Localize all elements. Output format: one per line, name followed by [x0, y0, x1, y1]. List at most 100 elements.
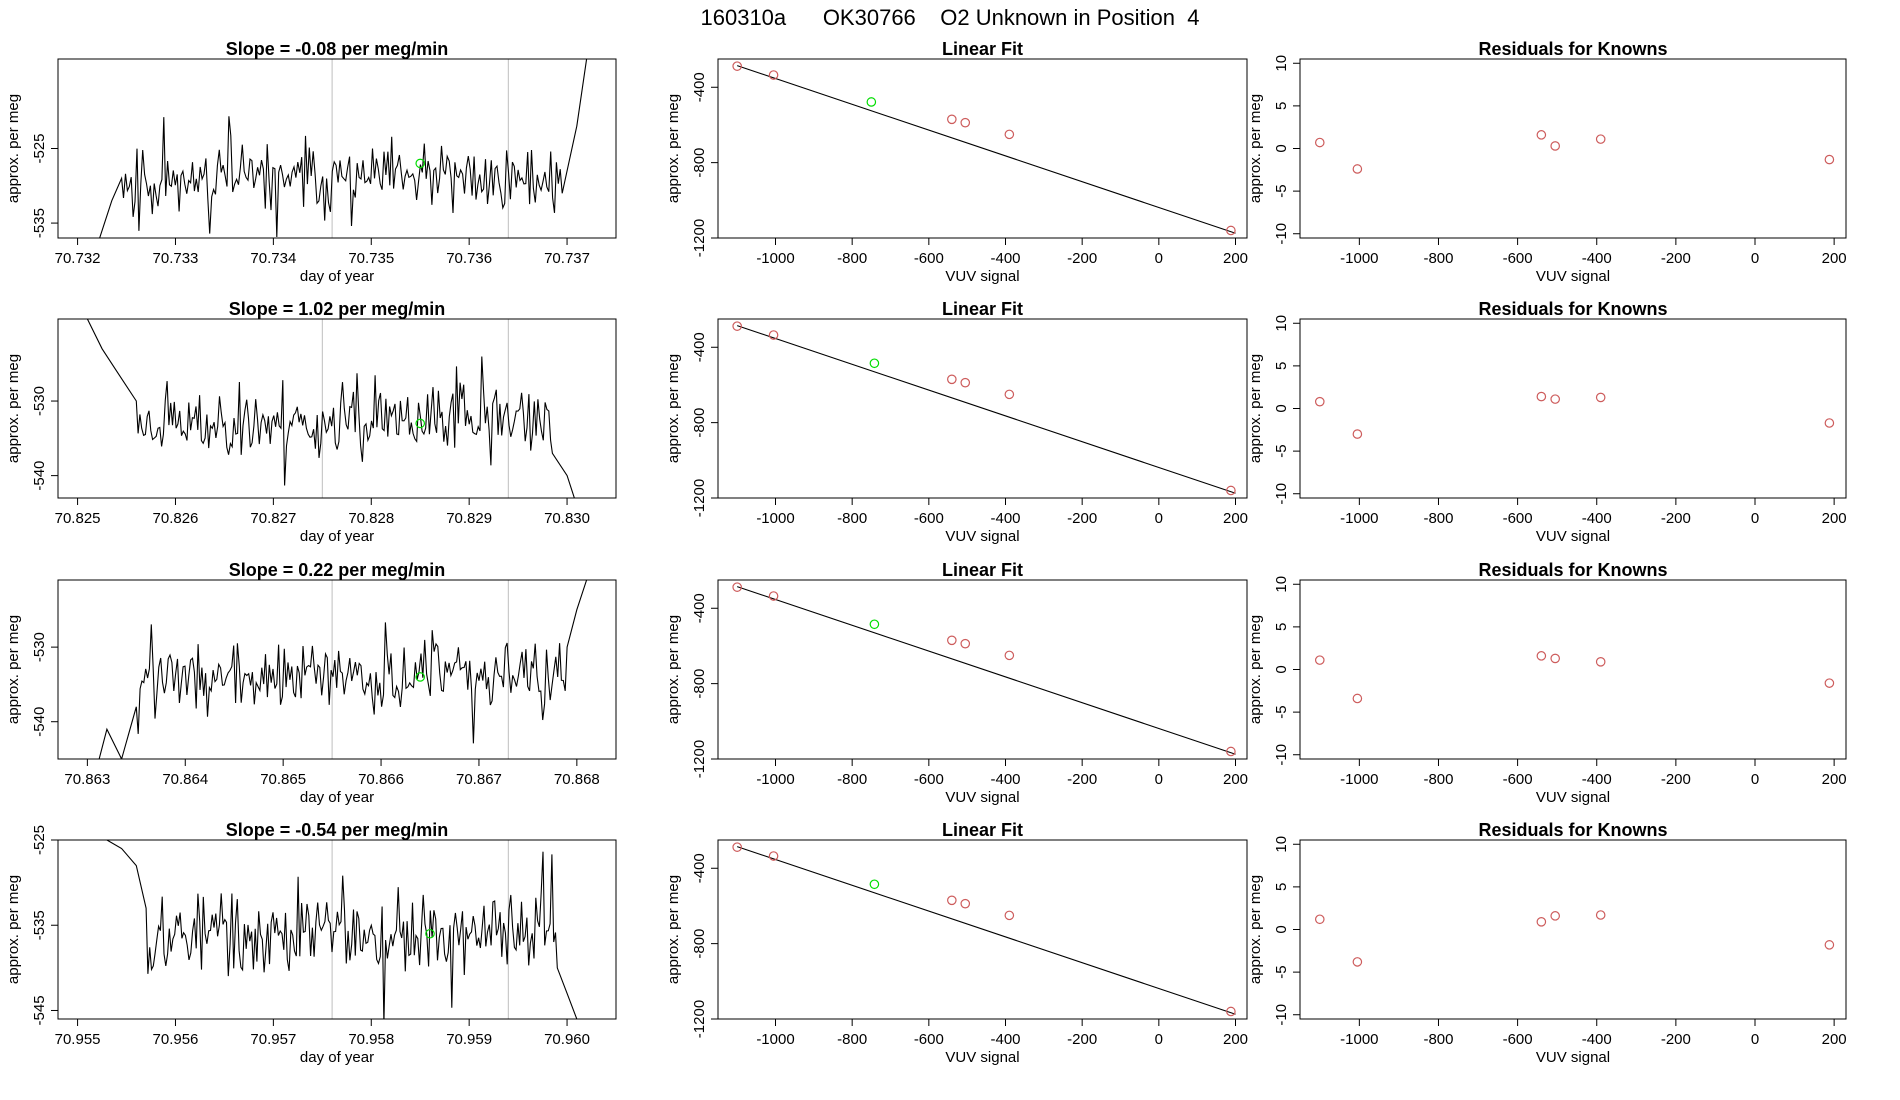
plot-frame	[717, 318, 1248, 499]
y-axis-label: approx. per meg	[665, 354, 682, 463]
y-tick-label: -800	[691, 148, 708, 178]
residual-point	[1314, 655, 1325, 665]
x-tick-label: -400	[1582, 250, 1612, 267]
plot-data	[98, 580, 588, 759]
residual-point	[1352, 164, 1363, 174]
page-title: 160310a OK30766 O2 Unknown in Position 4	[701, 5, 1200, 30]
panel-fit-row3: Linear Fit -1000 -800 -600 -400 -200 0 200 VUV s…	[665, 820, 1248, 1066]
panel-title: Linear Fit	[942, 299, 1023, 319]
known-point	[1004, 389, 1015, 400]
y-tick-label: -1200	[691, 1000, 708, 1038]
known-point	[768, 330, 779, 340]
known-point	[947, 374, 957, 385]
known-point	[947, 114, 957, 125]
y-axis-label: approx. per meg	[1247, 94, 1264, 203]
known-point	[1226, 746, 1236, 757]
panel-title: Linear Fit	[942, 39, 1023, 59]
unknown-point	[415, 672, 426, 682]
residual-point	[1824, 940, 1835, 950]
residual-point	[1824, 154, 1835, 165]
x-tick-label: 70.828	[348, 510, 394, 527]
plot-data	[1314, 651, 1835, 704]
unknown-point	[415, 158, 426, 169]
x-tick-label: 70.868	[554, 771, 600, 788]
x-tick-label: 200	[1822, 771, 1847, 788]
known-point	[960, 638, 971, 649]
y-axis-label: approx. per meg	[1247, 615, 1264, 724]
panel-title: Residuals for Knowns	[1478, 299, 1667, 319]
x-tick-label: -200	[1661, 250, 1691, 267]
x-tick-label: 70.957	[250, 1031, 296, 1048]
residual-point	[1536, 917, 1547, 927]
y-tick-label: -5	[1273, 444, 1290, 457]
x-tick-label: -400	[1582, 1031, 1612, 1048]
plot-data	[1314, 391, 1835, 439]
panel-fit-row2: Linear Fit -1000 -800 -600 -400 -200 0 200 VUV s…	[665, 560, 1248, 806]
y-tick-label: -540	[31, 707, 48, 737]
y-tick-label: 0	[1273, 925, 1290, 933]
x-tick-label: 200	[1223, 771, 1248, 788]
known-point	[960, 898, 971, 909]
plot-data	[732, 582, 1236, 757]
y-tick-label: 5	[1273, 623, 1290, 631]
x-tick-label: 70.958	[348, 1031, 394, 1048]
x-tick-label: -200	[1661, 771, 1691, 788]
residual-point	[1314, 914, 1325, 925]
y-axis-label: approx. per meg	[5, 354, 22, 463]
x-axis-label: VUV signal	[1536, 1049, 1610, 1066]
x-tick-label: 0	[1751, 771, 1759, 788]
panel-trace-row3: Slope = -0.54 per meg/min 70.955 70.956 70.…	[5, 820, 617, 1066]
x-tick-label: -200	[1067, 510, 1097, 527]
known-point	[1004, 129, 1015, 140]
fit-line	[736, 325, 1236, 494]
x-tick-label: 70.830	[544, 510, 590, 527]
panel-title: Slope = -0.08 per meg/min	[226, 39, 449, 59]
residual-point	[1352, 693, 1363, 704]
x-tick-label: -200	[1067, 771, 1097, 788]
x-tick-label: 70.737	[544, 250, 590, 267]
y-tick-label: -400	[691, 72, 708, 102]
panel-fit-row0: Linear Fit -1000 -800 -600 -400 -200 0 200 VUV s…	[665, 39, 1248, 285]
residual-point	[1536, 391, 1547, 402]
x-tick-label: 70.959	[446, 1031, 492, 1048]
x-axis-label: day of year	[300, 789, 374, 806]
x-tick-label: -800	[837, 510, 867, 527]
plot-frame	[717, 579, 1248, 760]
y-tick-label: 0	[1273, 144, 1290, 152]
x-tick-label: -800	[1423, 250, 1453, 267]
y-tick-label: -800	[691, 929, 708, 959]
panel-resid-row1: Residuals for Knowns-1000 -800 -600 -400 -20…	[1247, 299, 1847, 545]
residual-point	[1550, 911, 1560, 921]
x-tick-label: 0	[1155, 250, 1163, 267]
known-point	[1226, 225, 1236, 236]
x-tick-label: -200	[1661, 1031, 1691, 1048]
y-tick-label: 5	[1273, 362, 1290, 370]
plot-frame	[717, 839, 1248, 1020]
x-tick-label: 200	[1822, 510, 1847, 527]
y-tick-label: -525	[31, 133, 48, 163]
x-tick-label: -800	[837, 1031, 867, 1048]
y-tick-label: -5	[1273, 184, 1290, 197]
plot-data	[732, 61, 1236, 236]
x-tick-label: 70.825	[55, 510, 101, 527]
residual-point	[1536, 130, 1547, 140]
y-tick-label: -5	[1273, 705, 1290, 718]
residual-point	[1595, 657, 1606, 667]
x-tick-label: 70.865	[260, 771, 306, 788]
y-tick-label: -10	[1273, 1004, 1290, 1026]
x-tick-label: -1000	[756, 1031, 794, 1048]
x-axis-label: VUV signal	[945, 789, 1019, 806]
known-point	[1004, 910, 1015, 921]
y-tick-label: -400	[691, 593, 708, 623]
known-point	[732, 321, 742, 331]
residual-point	[1824, 418, 1835, 428]
x-tick-label: -800	[837, 250, 867, 267]
y-tick-label: -530	[31, 386, 48, 416]
unknown-point	[869, 619, 880, 630]
known-point	[1226, 485, 1236, 496]
x-tick-label: -1000	[756, 250, 794, 267]
y-tick-label: -535	[31, 208, 48, 238]
y-axis-label: approx. per meg	[665, 875, 682, 984]
x-tick-label: 70.827	[250, 510, 296, 527]
y-tick-label: -400	[691, 853, 708, 883]
